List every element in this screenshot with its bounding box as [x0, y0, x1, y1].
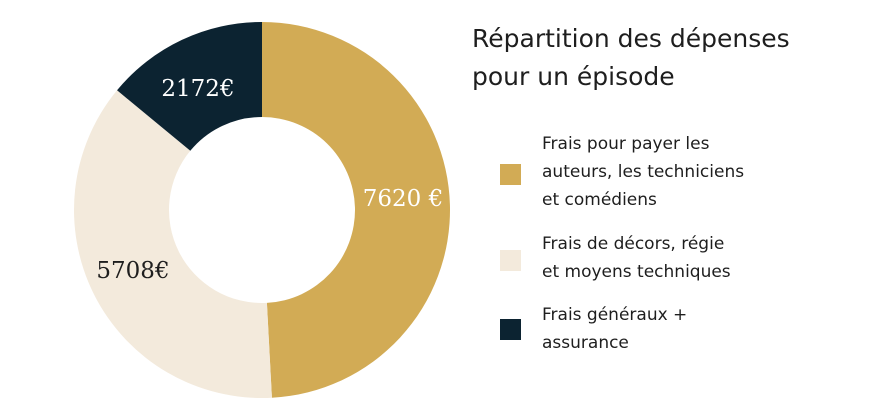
- slice-authors: [262, 22, 450, 398]
- slice-label-overhead: 2172€: [161, 76, 234, 102]
- legend-label-sets: Frais de décors, régie et moyens techniq…: [542, 234, 731, 282]
- legend-swatch-authors: [500, 164, 521, 185]
- slice-overhead: [117, 22, 262, 151]
- legend-label-overhead: Frais généraux + assurance: [542, 305, 688, 353]
- slice-label-authors: 7620 €: [363, 186, 443, 212]
- legend-swatch-overhead: [500, 319, 521, 340]
- slice-label-sets: 5708€: [96, 258, 169, 284]
- chart-title-text: Répartition des dépenses pour un épisode: [472, 24, 790, 91]
- legend-swatch-sets: [500, 250, 521, 271]
- slice-sets: [74, 90, 272, 398]
- chart-title: Répartition des dépenses pour un épisode: [472, 20, 862, 96]
- legend-label-authors: Frais pour payer les auteurs, les techni…: [542, 134, 745, 210]
